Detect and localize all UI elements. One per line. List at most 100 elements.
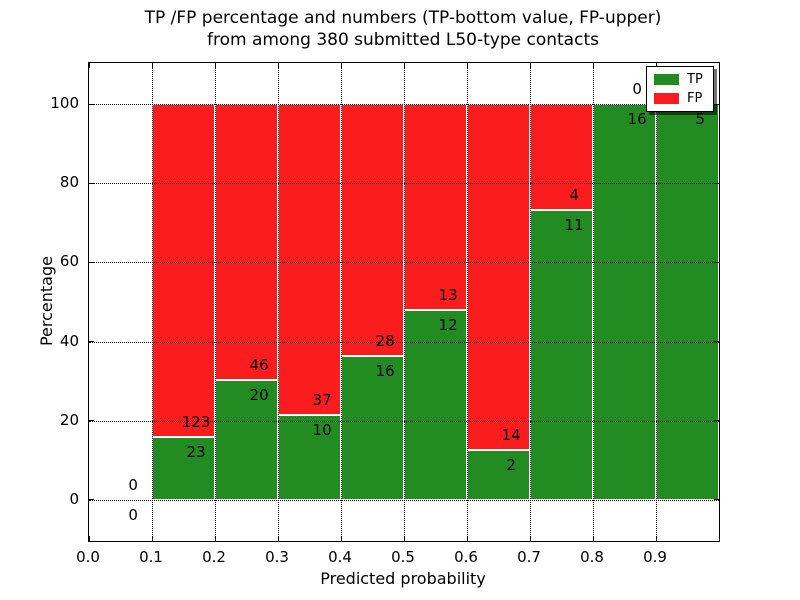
x-tick-mark bbox=[592, 63, 594, 68]
y-tick-mark bbox=[714, 182, 719, 184]
bar-fp-segment bbox=[341, 104, 404, 356]
y-tick-label: 0 bbox=[69, 489, 79, 508]
x-tick-mark bbox=[466, 63, 468, 68]
x-gridline bbox=[341, 63, 342, 541]
x-gridline bbox=[278, 63, 279, 541]
y-tick-label: 80 bbox=[59, 173, 79, 192]
fp-count-label: 123 bbox=[181, 413, 211, 432]
x-gridline bbox=[530, 63, 531, 541]
x-gridline bbox=[656, 63, 657, 541]
x-gridline bbox=[593, 63, 594, 541]
bar-tp-segment bbox=[215, 379, 278, 500]
x-axis-label: Predicted probability bbox=[320, 569, 486, 588]
legend-label-fp: FP bbox=[687, 91, 703, 106]
x-tick-mark bbox=[655, 63, 657, 68]
x-gridline bbox=[404, 63, 405, 541]
bar-fp-segment bbox=[215, 104, 278, 380]
x-tick-mark bbox=[88, 63, 90, 68]
bar-fp-segment bbox=[152, 104, 215, 438]
bar-tp-segment bbox=[656, 104, 719, 500]
x-tick-mark bbox=[466, 536, 468, 541]
legend: TP FP bbox=[646, 66, 714, 112]
bar-fp-segment bbox=[467, 104, 530, 451]
tp-count-label: 20 bbox=[249, 385, 269, 404]
tp-count-label: 2 bbox=[506, 456, 516, 475]
x-gridline bbox=[467, 63, 468, 541]
fp-count-label: 13 bbox=[438, 285, 458, 304]
y-tick-mark bbox=[89, 341, 94, 342]
fp-count-label: 0 bbox=[632, 80, 642, 99]
x-tick-label: 0.3 bbox=[265, 548, 289, 566]
x-tick-label: 0.2 bbox=[202, 548, 226, 566]
x-tick-mark bbox=[403, 536, 405, 541]
legend-item-tp: TP bbox=[654, 73, 707, 86]
bar-tp-segment bbox=[152, 437, 215, 500]
fp-count-label: 4 bbox=[569, 185, 579, 204]
tp-count-label: 0 bbox=[128, 505, 138, 524]
bar-fp-segment bbox=[278, 104, 341, 416]
x-tick-mark bbox=[340, 536, 342, 541]
y-tick-label: 40 bbox=[59, 331, 79, 350]
x-tick-mark bbox=[529, 536, 531, 541]
bar-tp-segment bbox=[530, 209, 593, 500]
y-tick-mark bbox=[89, 103, 94, 105]
y-tick-mark bbox=[714, 420, 719, 421]
tp-count-label: 11 bbox=[564, 215, 584, 234]
y-tick-mark bbox=[714, 341, 719, 342]
x-tick-label: 0.6 bbox=[454, 548, 478, 566]
fp-count-label: 0 bbox=[128, 475, 138, 494]
tp-count-label: 10 bbox=[312, 421, 332, 440]
legend-item-fp: FP bbox=[654, 92, 707, 105]
y-tick-mark bbox=[89, 261, 94, 263]
tp-count-label: 12 bbox=[438, 315, 458, 334]
bar-tp-segment bbox=[404, 309, 467, 500]
x-tick-label: 0.8 bbox=[580, 548, 604, 566]
x-tick-mark bbox=[151, 536, 153, 541]
y-tick-mark bbox=[714, 103, 719, 105]
x-tick-label: 0.0 bbox=[76, 548, 100, 566]
y-tick-mark bbox=[714, 261, 719, 263]
x-tick-label: 0.5 bbox=[391, 548, 415, 566]
fp-swatch-icon bbox=[654, 93, 679, 104]
plot-area: 0012323462037102816131214241101605 bbox=[88, 62, 720, 542]
x-tick-label: 0.4 bbox=[328, 548, 352, 566]
x-tick-label: 0.7 bbox=[517, 548, 541, 566]
x-gridline bbox=[215, 63, 216, 541]
bar-fp-segment bbox=[404, 104, 467, 310]
tp-count-label: 5 bbox=[695, 110, 705, 129]
x-tick-mark bbox=[151, 63, 153, 68]
fp-count-label: 14 bbox=[501, 426, 521, 445]
x-tick-mark bbox=[655, 536, 657, 541]
legend-label-tp: TP bbox=[687, 72, 703, 87]
fp-count-label: 46 bbox=[249, 355, 269, 374]
chart-title-line1: TP /FP percentage and numbers (TP-bottom… bbox=[144, 8, 662, 28]
x-tick-mark bbox=[277, 536, 279, 541]
y-tick-mark bbox=[714, 499, 719, 501]
x-gridline bbox=[152, 63, 153, 541]
tp-count-label: 16 bbox=[627, 110, 647, 129]
fp-count-label: 37 bbox=[312, 391, 332, 410]
x-tick-label: 0.9 bbox=[643, 548, 667, 566]
tp-count-label: 16 bbox=[375, 361, 395, 380]
bar-tp-segment bbox=[341, 355, 404, 500]
x-tick-mark bbox=[529, 63, 531, 68]
fp-count-label: 28 bbox=[375, 331, 395, 350]
y-tick-label: 60 bbox=[59, 252, 79, 271]
y-tick-mark bbox=[89, 420, 94, 421]
tp-count-label: 23 bbox=[186, 443, 206, 462]
x-tick-label: 0.1 bbox=[139, 548, 163, 566]
bar-tp-segment bbox=[593, 104, 656, 500]
x-tick-mark bbox=[88, 536, 90, 541]
x-tick-mark bbox=[214, 536, 216, 541]
y-tick-label: 100 bbox=[50, 94, 79, 113]
y-tick-mark bbox=[89, 499, 94, 501]
chart-title-line2: from among 380 submitted L50-type contac… bbox=[207, 30, 599, 50]
x-tick-mark bbox=[340, 63, 342, 68]
x-tick-mark bbox=[277, 63, 279, 68]
x-tick-mark bbox=[592, 536, 594, 541]
x-tick-mark bbox=[214, 63, 216, 68]
y-tick-label: 20 bbox=[59, 410, 79, 429]
tp-swatch-icon bbox=[654, 74, 679, 85]
y-axis-label: Percentage bbox=[37, 256, 56, 347]
